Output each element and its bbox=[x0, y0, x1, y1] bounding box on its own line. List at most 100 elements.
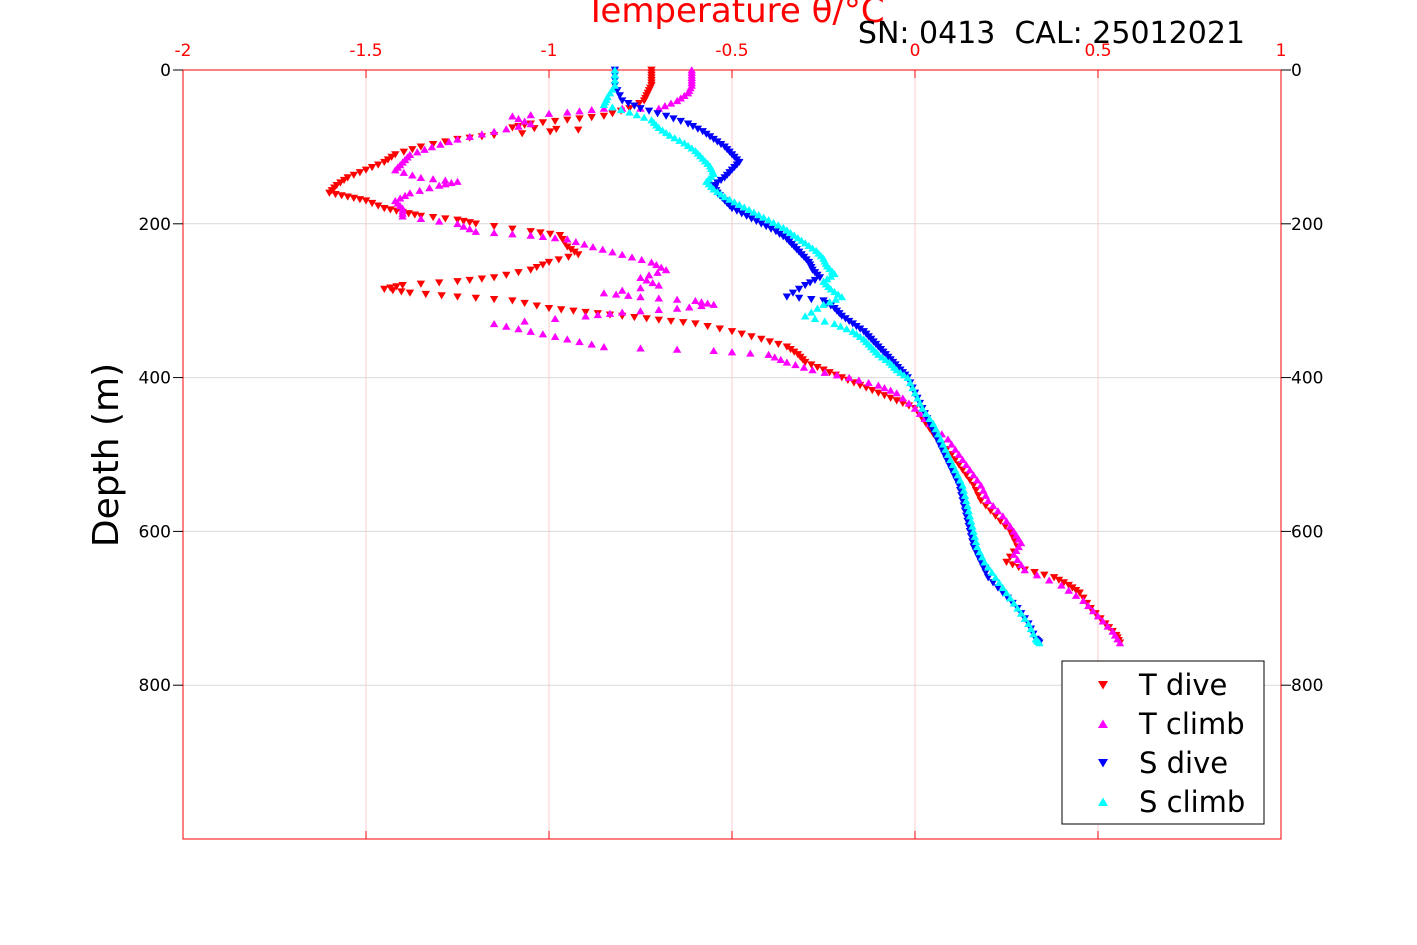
data-point bbox=[864, 378, 873, 387]
data-point bbox=[703, 322, 712, 331]
data-point bbox=[938, 440, 948, 448]
data-point bbox=[841, 315, 850, 323]
data-point bbox=[637, 255, 646, 264]
data-point bbox=[1020, 614, 1029, 622]
data-point bbox=[1005, 594, 1015, 602]
data-point bbox=[1030, 569, 1039, 577]
data-point bbox=[387, 153, 396, 161]
data-point bbox=[489, 223, 499, 231]
data-point bbox=[415, 186, 424, 194]
data-point bbox=[408, 171, 417, 179]
data-point bbox=[425, 184, 434, 192]
data-point bbox=[343, 193, 352, 201]
data-point bbox=[996, 517, 1005, 525]
data-point bbox=[958, 466, 967, 474]
data-point bbox=[1020, 566, 1029, 574]
data-point bbox=[563, 108, 572, 116]
data-point bbox=[794, 285, 804, 293]
data-point bbox=[398, 212, 407, 220]
data-point bbox=[610, 71, 620, 79]
data-point bbox=[1103, 622, 1112, 630]
data-point bbox=[836, 322, 845, 330]
data-point bbox=[969, 471, 978, 479]
data-point bbox=[815, 274, 825, 282]
data-point bbox=[661, 112, 671, 120]
data-point bbox=[951, 456, 960, 464]
data-point bbox=[709, 135, 718, 143]
data-point bbox=[968, 538, 977, 546]
data-point bbox=[599, 104, 609, 112]
tick-marks bbox=[173, 69, 1291, 839]
data-point bbox=[955, 487, 965, 495]
data-point bbox=[782, 343, 792, 351]
data-point bbox=[898, 394, 907, 402]
data-point bbox=[697, 298, 706, 306]
data-point bbox=[428, 214, 438, 222]
data-point bbox=[747, 215, 756, 223]
data-point bbox=[936, 435, 945, 443]
data-point bbox=[416, 214, 426, 223]
data-point bbox=[918, 404, 927, 412]
data-point bbox=[502, 322, 511, 330]
data-point bbox=[355, 169, 365, 177]
data-point bbox=[632, 111, 642, 119]
data-point bbox=[502, 271, 511, 279]
data-point bbox=[435, 279, 444, 287]
data-point bbox=[546, 230, 555, 238]
data-point bbox=[943, 450, 953, 458]
data-point bbox=[937, 446, 947, 454]
data-point bbox=[709, 346, 718, 355]
data-point bbox=[477, 275, 487, 283]
data-point bbox=[349, 171, 358, 179]
data-point bbox=[416, 143, 426, 151]
data-point bbox=[514, 114, 523, 123]
data-point bbox=[1084, 601, 1093, 610]
data-point bbox=[820, 368, 829, 376]
data-point bbox=[716, 140, 726, 149]
data-point bbox=[555, 231, 565, 240]
data-point bbox=[1057, 581, 1066, 589]
data-point bbox=[1013, 555, 1022, 563]
data-point bbox=[732, 207, 742, 215]
data-point bbox=[459, 217, 468, 226]
data-point bbox=[566, 246, 576, 254]
legend-marker bbox=[1098, 797, 1108, 806]
data-point bbox=[702, 130, 711, 138]
data-point bbox=[361, 166, 371, 174]
data-point bbox=[955, 476, 965, 484]
data-point bbox=[973, 476, 982, 484]
data-point bbox=[644, 271, 654, 279]
data-point bbox=[608, 103, 617, 111]
data-point bbox=[782, 358, 792, 366]
data-point bbox=[790, 348, 799, 356]
data-point bbox=[416, 280, 426, 288]
data-point bbox=[963, 501, 972, 510]
data-points bbox=[325, 66, 1125, 647]
data-point bbox=[810, 314, 820, 323]
data-point bbox=[355, 196, 365, 204]
data-point bbox=[587, 105, 596, 114]
data-point bbox=[994, 578, 1004, 587]
data-point bbox=[720, 174, 729, 182]
data-point bbox=[441, 138, 450, 146]
data-point bbox=[691, 320, 700, 328]
data-point bbox=[705, 133, 715, 141]
data-point bbox=[367, 164, 377, 172]
data-point bbox=[526, 120, 535, 128]
data-point bbox=[517, 130, 527, 138]
data-point bbox=[837, 293, 846, 301]
data-point bbox=[1016, 560, 1026, 569]
data-point bbox=[618, 97, 627, 105]
y-tick-label-right: 600 bbox=[1291, 522, 1323, 542]
data-point bbox=[652, 261, 661, 269]
data-point bbox=[825, 369, 834, 377]
legend-marker bbox=[1098, 719, 1108, 728]
data-point bbox=[962, 512, 971, 520]
data-point bbox=[957, 492, 966, 500]
data-point bbox=[520, 317, 529, 325]
data-point bbox=[976, 558, 986, 566]
data-point bbox=[536, 229, 545, 237]
data-point bbox=[805, 279, 815, 287]
data-point bbox=[1035, 639, 1044, 647]
